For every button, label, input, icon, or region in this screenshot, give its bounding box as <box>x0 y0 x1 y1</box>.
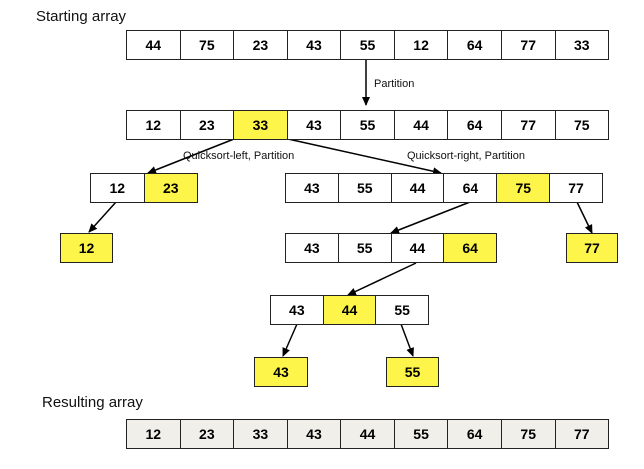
array-cell: 55 <box>340 30 395 60</box>
arrow-right-sub <box>287 138 442 176</box>
array-cell: 12 <box>393 30 449 60</box>
array-cell: 64 <box>443 233 497 263</box>
array-cell: 55 <box>337 233 392 263</box>
partition-label: Partition <box>374 78 415 90</box>
array-cell: 75 <box>179 30 235 60</box>
array-cell: 44 <box>340 419 395 449</box>
resulting-array-title: Resulting array <box>42 394 143 411</box>
left-leaf-array: 12 <box>60 233 113 263</box>
right-leaf-array: 77 <box>566 233 618 263</box>
partitioned-array: 12 23 33 43 55 44 64 77 75 <box>126 110 610 140</box>
arrow-sub3 <box>347 262 417 296</box>
array-cell: 75 <box>496 173 551 203</box>
array-cell: 77 <box>549 173 603 203</box>
arrow-left-leaf <box>88 201 117 233</box>
array-cell: 64 <box>443 173 498 203</box>
array-cell: 43 <box>254 357 308 387</box>
array-cell: 43 <box>286 30 342 60</box>
array-cell: 55 <box>393 419 449 449</box>
quicksort-right-label: Quicksort-right, Partition <box>407 150 525 162</box>
array-cell: 43 <box>270 295 324 325</box>
array-cell: 44 <box>126 30 181 60</box>
array-cell: 33 <box>554 30 610 60</box>
array-cell: 44 <box>322 295 377 325</box>
arrow-leaf-43 <box>282 323 298 357</box>
array-cell: 43 <box>286 419 342 449</box>
leaf-55-array: 55 <box>386 357 439 387</box>
array-cell: 43 <box>286 110 342 140</box>
array-cell: 75 <box>500 419 556 449</box>
array-cell: 43 <box>285 173 339 203</box>
array-cell: 23 <box>233 30 288 60</box>
arrow-left-sub <box>147 138 235 174</box>
array-cell: 23 <box>179 110 235 140</box>
right-subarray: 43 55 44 64 75 77 <box>285 173 603 203</box>
array-cell: 55 <box>386 357 439 387</box>
array-cell: 43 <box>285 233 339 263</box>
subarray-3: 43 44 55 <box>270 295 430 325</box>
left-subarray: 12 23 <box>90 173 198 203</box>
array-cell: 23 <box>143 173 198 203</box>
array-cell: 44 <box>390 233 445 263</box>
array-cell: 77 <box>500 110 556 140</box>
array-cell: 55 <box>375 295 430 325</box>
right-subarray-2: 43 55 44 64 <box>285 233 497 263</box>
starting-array: 44 75 23 43 55 12 64 77 33 <box>126 30 610 60</box>
array-cell: 12 <box>90 173 145 203</box>
starting-array-title: Starting array <box>36 8 127 25</box>
arrow-right-leaf <box>576 201 593 234</box>
array-cell: 23 <box>179 419 235 449</box>
arrow-right-sub2 <box>390 201 471 234</box>
array-cell: 55 <box>340 110 395 140</box>
resulting-array: 12 23 33 43 44 55 64 75 77 <box>126 419 610 449</box>
array-cell: 33 <box>233 110 288 140</box>
array-cell: 77 <box>566 233 618 263</box>
array-cell: 64 <box>447 419 502 449</box>
array-cell: 75 <box>554 110 610 140</box>
array-cell: 12 <box>60 233 113 263</box>
array-cell: 33 <box>233 419 288 449</box>
array-cell: 77 <box>554 419 610 449</box>
array-cell: 12 <box>126 110 181 140</box>
array-cell: 12 <box>126 419 181 449</box>
array-cell: 64 <box>447 30 502 60</box>
array-cell: 55 <box>337 173 392 203</box>
array-cell: 44 <box>393 110 449 140</box>
array-cell: 44 <box>390 173 445 203</box>
arrow-leaf-55 <box>400 323 414 357</box>
array-cell: 77 <box>500 30 556 60</box>
array-cell: 64 <box>447 110 502 140</box>
quicksort-left-label: Quicksort-left, Partition <box>183 150 295 162</box>
leaf-43-array: 43 <box>254 357 308 387</box>
